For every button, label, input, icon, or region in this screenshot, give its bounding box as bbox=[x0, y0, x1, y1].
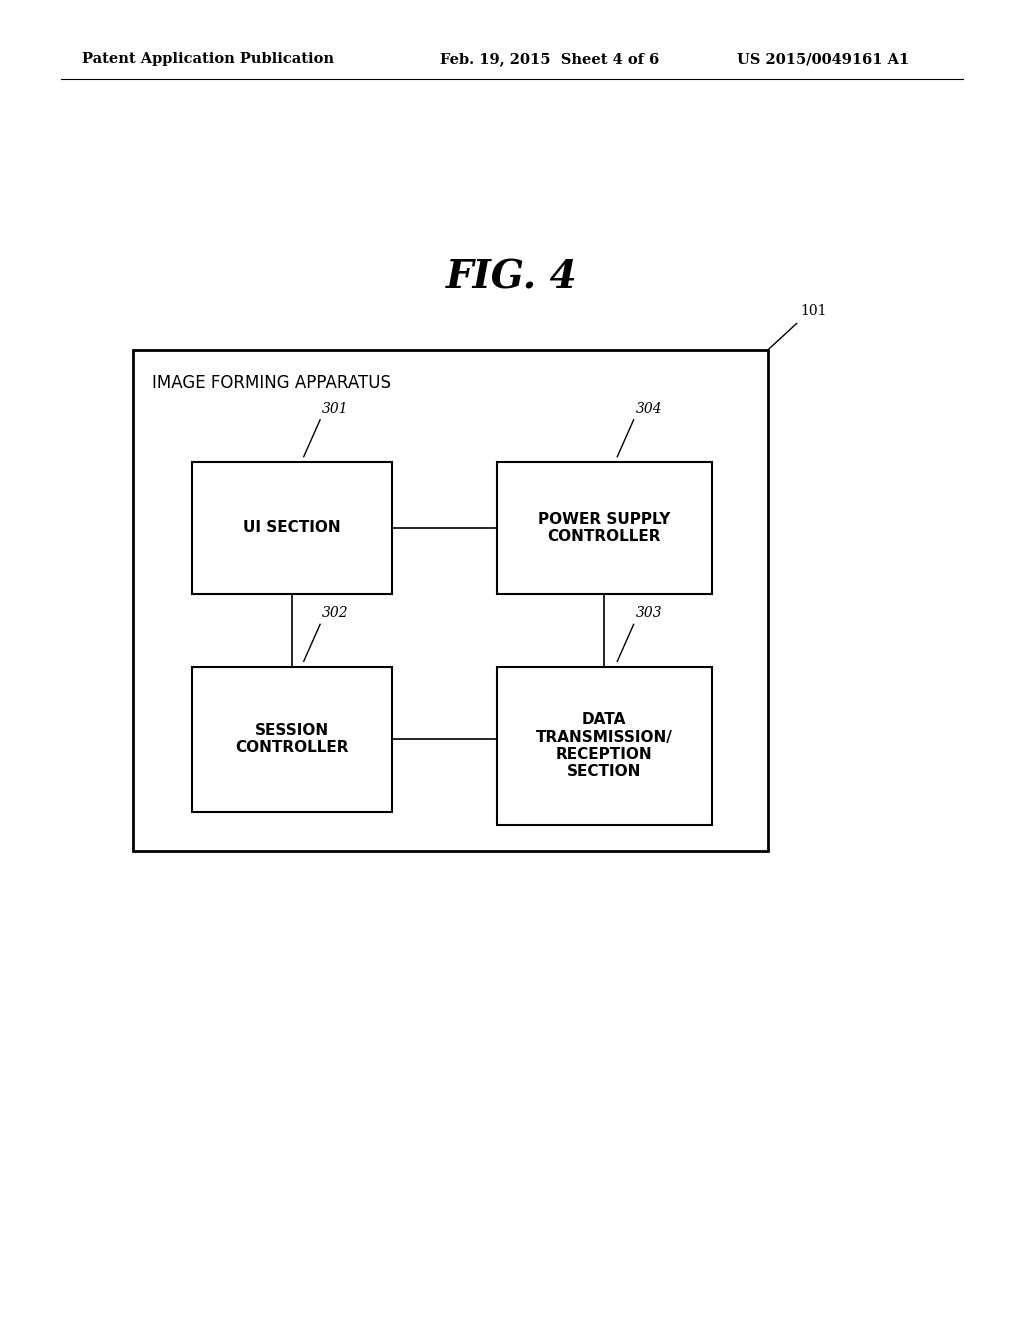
Text: 302: 302 bbox=[323, 606, 349, 620]
Text: POWER SUPPLY
CONTROLLER: POWER SUPPLY CONTROLLER bbox=[538, 512, 671, 544]
Text: DATA
TRANSMISSION/
RECEPTION
SECTION: DATA TRANSMISSION/ RECEPTION SECTION bbox=[536, 713, 673, 779]
Text: SESSION
CONTROLLER: SESSION CONTROLLER bbox=[236, 723, 348, 755]
Bar bbox=[497, 462, 712, 594]
Bar bbox=[191, 667, 391, 812]
Text: UI SECTION: UI SECTION bbox=[243, 520, 341, 536]
Bar bbox=[133, 350, 768, 851]
Bar bbox=[191, 462, 391, 594]
Text: Patent Application Publication: Patent Application Publication bbox=[82, 53, 334, 66]
Text: 303: 303 bbox=[636, 606, 663, 620]
Text: US 2015/0049161 A1: US 2015/0049161 A1 bbox=[737, 53, 909, 66]
Text: 304: 304 bbox=[636, 401, 663, 416]
Text: FIG. 4: FIG. 4 bbox=[446, 259, 578, 296]
Text: 101: 101 bbox=[801, 304, 827, 318]
Text: 301: 301 bbox=[323, 401, 349, 416]
Text: IMAGE FORMING APPARATUS: IMAGE FORMING APPARATUS bbox=[152, 374, 390, 392]
Text: Feb. 19, 2015  Sheet 4 of 6: Feb. 19, 2015 Sheet 4 of 6 bbox=[440, 53, 659, 66]
Bar bbox=[497, 667, 712, 825]
